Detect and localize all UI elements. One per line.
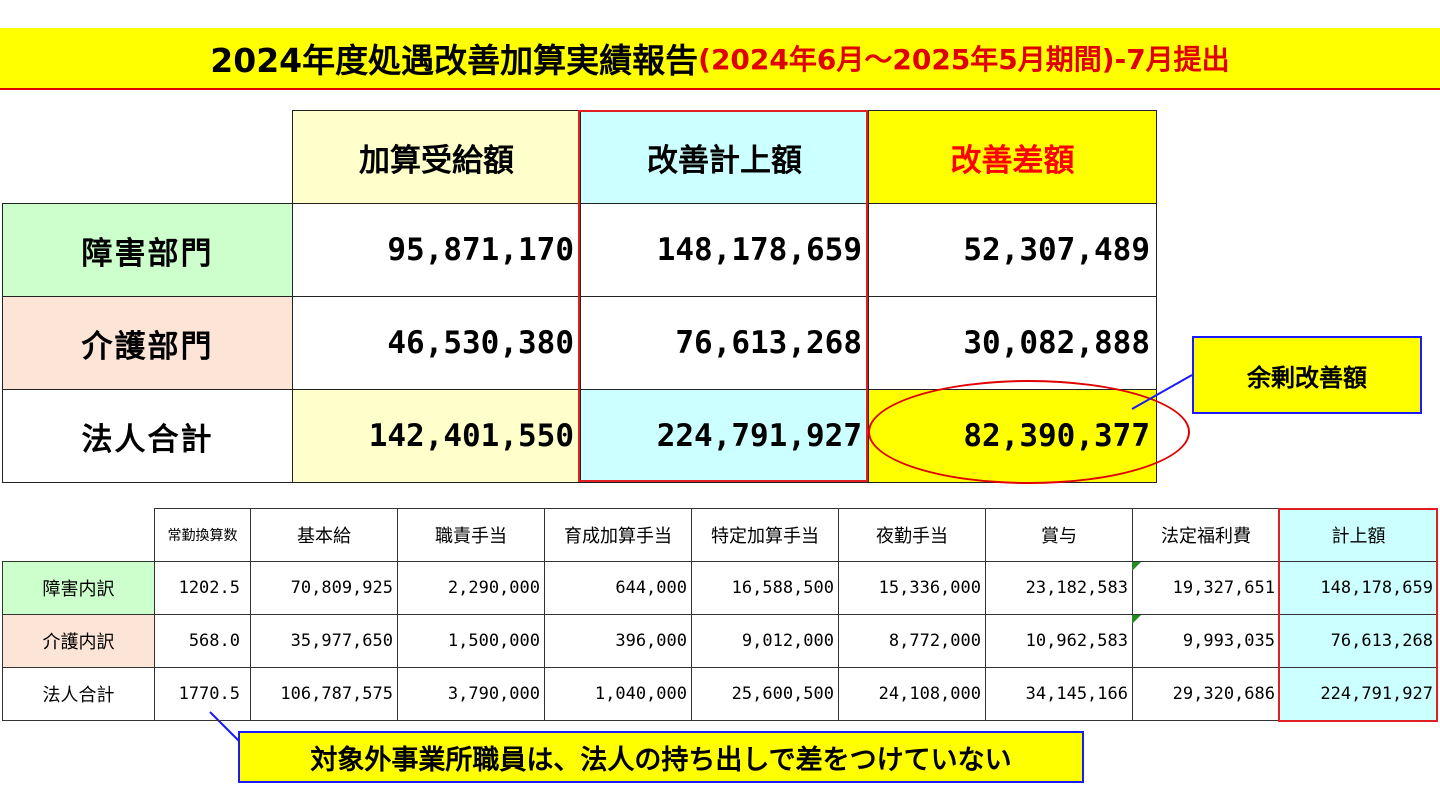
detail-cell: 8,772,000 (838, 614, 986, 668)
cell-value: 142,401,550 (292, 389, 581, 483)
detail-header: 基本給 (250, 508, 398, 562)
detail-row-label: 法人合計 (2, 667, 155, 721)
detail-cell: 35,977,650 (250, 614, 398, 668)
detail-cell: 1,040,000 (544, 667, 692, 721)
detail-cell: 9,012,000 (691, 614, 839, 668)
summary-row-total: 法人合計 142,401,550 224,791,927 82,390,377 (2, 389, 1157, 483)
row-label-care: 介護部門 (2, 296, 293, 390)
summary-header-row: 加算受給額 改善計上額 改善差額 (3, 110, 1157, 204)
summary-row-disability: 障害部門 95,871,170 148,178,659 52,307,489 (2, 203, 1157, 297)
header-difference-amount: 改善差額 (868, 110, 1157, 204)
row-label-total: 法人合計 (2, 389, 293, 483)
detail-cell: 224,791,927 (1279, 667, 1438, 721)
summary-corner (3, 111, 293, 204)
detail-cell: 10,962,583 (985, 614, 1133, 668)
detail-cell: 15,336,000 (838, 561, 986, 615)
detail-header: 特定加算手当 (691, 508, 839, 562)
detail-cell: 568.0 (154, 614, 251, 668)
detail-cell: 23,182,583 (985, 561, 1133, 615)
detail-cell: 3,790,000 (397, 667, 545, 721)
report-period: (2024年6月～2025年5月期間)-7月提出 (698, 43, 1230, 76)
detail-row-care: 介護内訳 568.0 35,977,650 1,500,000 396,000 … (2, 614, 1438, 668)
detail-cell: 1202.5 (154, 561, 251, 615)
detail-header: 法定福利費 (1132, 508, 1280, 562)
cell-value: 52,307,489 (868, 203, 1157, 297)
detail-cell: 19,327,651 (1132, 561, 1280, 615)
detail-row-label: 介護内訳 (2, 614, 155, 668)
detail-row-disability: 障害内訳 1202.5 70,809,925 2,290,000 644,000… (2, 561, 1438, 615)
comment-marker (1132, 562, 1141, 571)
header-improvement-amount: 改善計上額 (580, 110, 869, 204)
detail-cell: 9,993,035 (1132, 614, 1280, 668)
comment-marker (1132, 615, 1141, 624)
cell-value: 46,530,380 (292, 296, 581, 390)
title-bar: 2024年度処遇改善加算実績報告 (2024年6月～2025年5月期間)-7月提… (0, 28, 1440, 90)
detail-header: 賞与 (985, 508, 1133, 562)
detail-header: 育成加算手当 (544, 508, 692, 562)
detail-cell: 644,000 (544, 561, 692, 615)
detail-cell: 2,290,000 (397, 561, 545, 615)
detail-cell: 1,500,000 (397, 614, 545, 668)
detail-header: 常勤換算数 (154, 508, 251, 562)
detail-cell: 29,320,686 (1132, 667, 1280, 721)
summary-table: 加算受給額 改善計上額 改善差額 障害部門 95,871,170 148,178… (2, 110, 1157, 483)
detail-header: 職責手当 (397, 508, 545, 562)
detail-cell: 25,600,500 (691, 667, 839, 721)
detail-header: 計上額 (1279, 508, 1438, 562)
detail-cell: 70,809,925 (250, 561, 398, 615)
detail-cell: 24,108,000 (838, 667, 986, 721)
cell-value: 95,871,170 (292, 203, 581, 297)
report-title: 2024年度処遇改善加算実績報告 (210, 41, 699, 80)
cell-value: 76,613,268 (580, 296, 869, 390)
detail-cell: 1770.5 (154, 667, 251, 721)
detail-header-row: 常勤換算数 基本給 職責手当 育成加算手当 特定加算手当 夜勤手当 賞与 法定福… (3, 508, 1438, 562)
detail-cell: 76,613,268 (1279, 614, 1438, 668)
surplus-callout: 余剰改善額 (1192, 336, 1422, 414)
cell-value: 82,390,377 (868, 389, 1157, 483)
detail-cell: 396,000 (544, 614, 692, 668)
detail-corner (3, 509, 155, 562)
cell-value: 224,791,927 (580, 389, 869, 483)
row-label-disability: 障害部門 (2, 203, 293, 297)
cell-value: 30,082,888 (868, 296, 1157, 390)
detail-row-total: 法人合計 1770.5 106,787,575 3,790,000 1,040,… (2, 667, 1438, 721)
detail-cell: 106,787,575 (250, 667, 398, 721)
note-callout: 対象外事業所職員は、法人の持ち出しで差をつけていない (238, 731, 1084, 783)
detail-row-label: 障害内訳 (2, 561, 155, 615)
summary-row-care: 介護部門 46,530,380 76,613,268 30,082,888 (2, 296, 1157, 390)
detail-cell: 16,588,500 (691, 561, 839, 615)
detail-cell: 148,178,659 (1279, 561, 1438, 615)
header-received-amount: 加算受給額 (292, 110, 581, 204)
detail-cell: 34,145,166 (985, 667, 1133, 721)
detail-table: 常勤換算数 基本給 職責手当 育成加算手当 特定加算手当 夜勤手当 賞与 法定福… (2, 508, 1438, 721)
cell-value: 148,178,659 (580, 203, 869, 297)
detail-header: 夜勤手当 (838, 508, 986, 562)
